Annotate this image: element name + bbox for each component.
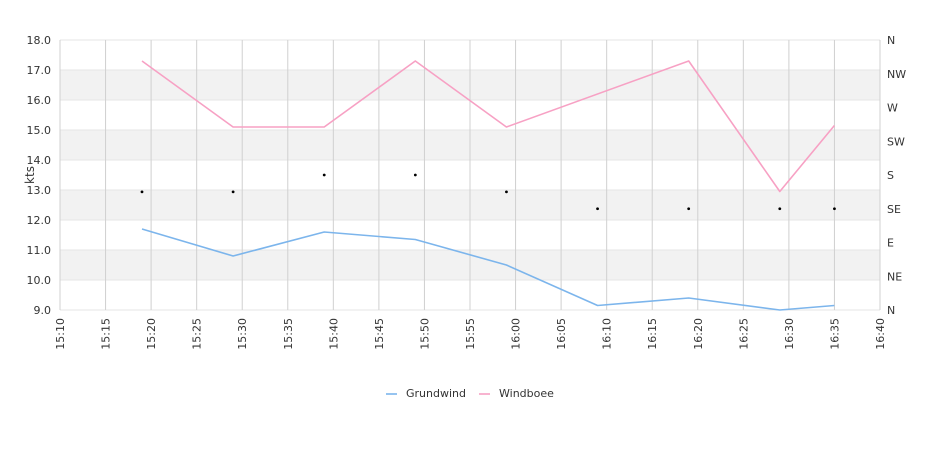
x-tick-label: 15:35 xyxy=(282,318,295,350)
x-tick-label: 16:15 xyxy=(646,318,659,350)
x-axis-tick-labels: 15:10 15:15 15:20 15:25 15:30 15:35 15:40 15:45… xyxy=(54,318,887,350)
direction-points xyxy=(140,173,836,211)
direction-point xyxy=(687,207,691,211)
y-tick-label: 16.0 xyxy=(27,94,52,107)
series-lines xyxy=(141,60,836,311)
x-tick-label: 16:35 xyxy=(828,318,841,350)
series-line-1 xyxy=(141,228,835,311)
x-tick-label: 15:40 xyxy=(327,318,340,350)
direction-point xyxy=(778,207,782,211)
direction-point xyxy=(231,190,235,194)
y2-tick-label: E xyxy=(887,237,894,250)
x-tick-label: 16:10 xyxy=(601,318,614,350)
y-tick-label: 10.0 xyxy=(27,274,52,287)
x-tick-label: 16:40 xyxy=(874,318,887,350)
gridlines xyxy=(59,39,881,311)
x-tick-label: 16:25 xyxy=(737,318,750,350)
x-tick-label: 15:45 xyxy=(373,318,386,350)
direction-point xyxy=(140,190,144,194)
y-tick-label: 12.0 xyxy=(27,214,52,227)
x-tick-label: 15:15 xyxy=(100,318,113,350)
legend-item-1[interactable]: Grundwind xyxy=(386,387,466,400)
y-tick-label: 11.0 xyxy=(27,244,52,257)
x-tick-label: 15:20 xyxy=(145,318,158,350)
y2-axis-tick-labels: N NE E SE S SW W NW N xyxy=(887,34,906,317)
y2-tick-label: S xyxy=(887,169,894,182)
direction-point xyxy=(322,173,326,177)
direction-point xyxy=(596,207,599,211)
x-tick-label: 15:25 xyxy=(191,318,204,350)
legend-label: Windboee xyxy=(499,387,554,400)
x-tick-label: 15:10 xyxy=(54,318,67,350)
y-tick-label: 14.0 xyxy=(27,154,52,167)
y2-tick-label: N xyxy=(887,34,895,47)
y-tick-label: 9.0 xyxy=(34,304,52,317)
y2-tick-label: SE xyxy=(887,203,901,216)
y2-tick-label: W xyxy=(887,102,898,115)
y2-tick-label: SW xyxy=(887,135,905,148)
y-axis-tick-labels: 9.0 10.0 11.0 12.0 13.0 14.0 15.0 16.0 17.0 18.0 xyxy=(27,34,52,317)
y-tick-label: 15.0 xyxy=(27,124,52,137)
x-tick-label: 15:30 xyxy=(236,318,249,350)
x-tick-label: 16:30 xyxy=(783,318,796,350)
series-line-2 xyxy=(141,60,836,193)
direction-point xyxy=(505,190,508,194)
x-tick-label: 16:20 xyxy=(692,318,705,350)
direction-point xyxy=(833,207,836,211)
y-tick-label: 17.0 xyxy=(27,64,52,77)
y-axis-title: kts xyxy=(23,166,37,184)
legend[interactable]: Grundwind Windboee xyxy=(386,387,554,400)
legend-item-2[interactable]: Windboee xyxy=(479,387,554,400)
direction-point xyxy=(413,173,417,177)
x-tick-label: 15:55 xyxy=(464,318,477,350)
x-tick-label: 15:50 xyxy=(418,318,431,350)
y2-tick-label: NW xyxy=(887,68,906,81)
x-tick-label: 16:00 xyxy=(510,318,523,350)
y2-tick-label: N xyxy=(887,304,895,317)
y-tick-label: 13.0 xyxy=(27,184,52,197)
y2-tick-label: NE xyxy=(887,270,902,283)
legend-label: Grundwind xyxy=(406,387,466,400)
y-tick-label: 18.0 xyxy=(27,34,52,47)
x-tick-label: 16:05 xyxy=(555,318,568,350)
